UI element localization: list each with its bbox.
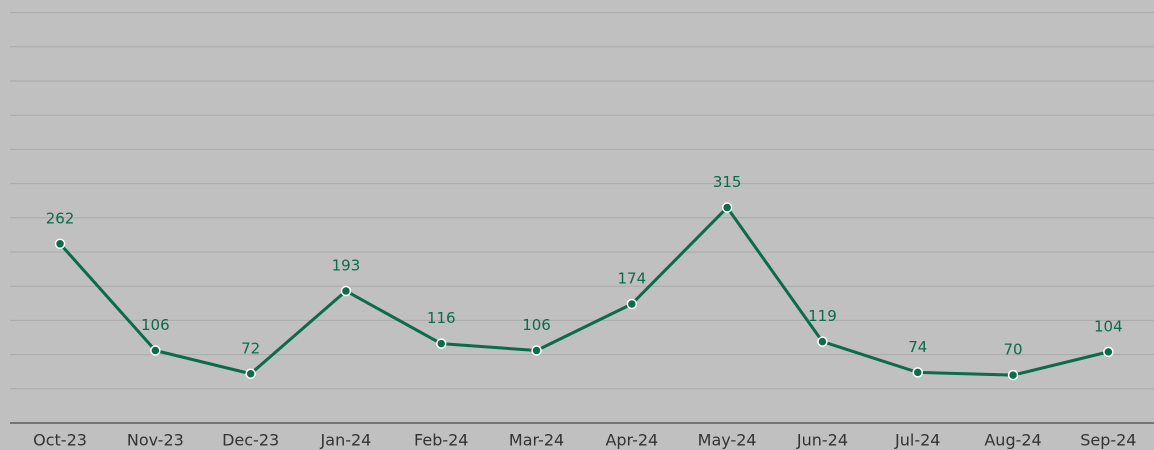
data-label: 315 <box>713 173 742 191</box>
x-tick-label: Apr-24 <box>605 431 658 450</box>
data-label: 262 <box>46 209 75 227</box>
data-label: 72 <box>241 339 260 357</box>
x-tick-label: Jul-24 <box>894 431 940 450</box>
data-label: 104 <box>1094 317 1123 335</box>
point <box>912 367 923 378</box>
point <box>1103 346 1114 358</box>
x-tick-label: Dec-23 <box>222 431 279 450</box>
point <box>626 298 638 310</box>
point <box>1007 369 1019 381</box>
point <box>817 336 828 347</box>
point <box>54 238 66 250</box>
x-tick-label: May-24 <box>698 431 757 450</box>
data-label: 106 <box>522 316 551 334</box>
x-tick-label: Mar-24 <box>509 431 564 450</box>
point <box>340 285 352 297</box>
data-label: 119 <box>808 307 837 325</box>
x-tick-label: Jun-24 <box>796 431 848 450</box>
x-tick-label: Jan-24 <box>320 431 372 450</box>
x-tick-label: Aug-24 <box>984 431 1041 450</box>
point <box>721 202 733 213</box>
data-label: 70 <box>1004 341 1023 359</box>
line <box>58 206 1109 377</box>
data-label: 74 <box>908 338 927 356</box>
point <box>150 345 161 356</box>
point <box>245 368 256 380</box>
x-tick-label: Nov-23 <box>127 431 184 450</box>
point <box>436 338 447 349</box>
x-tick-label: Oct-23 <box>33 431 87 450</box>
x-tick-label: Sep-24 <box>1080 431 1136 450</box>
data-label: 116 <box>427 309 456 327</box>
x-tick-label: Feb-24 <box>414 431 468 450</box>
data-label: 174 <box>618 269 647 287</box>
data-label: 106 <box>141 316 170 334</box>
point <box>531 345 542 356</box>
data-label: 193 <box>332 256 361 274</box>
